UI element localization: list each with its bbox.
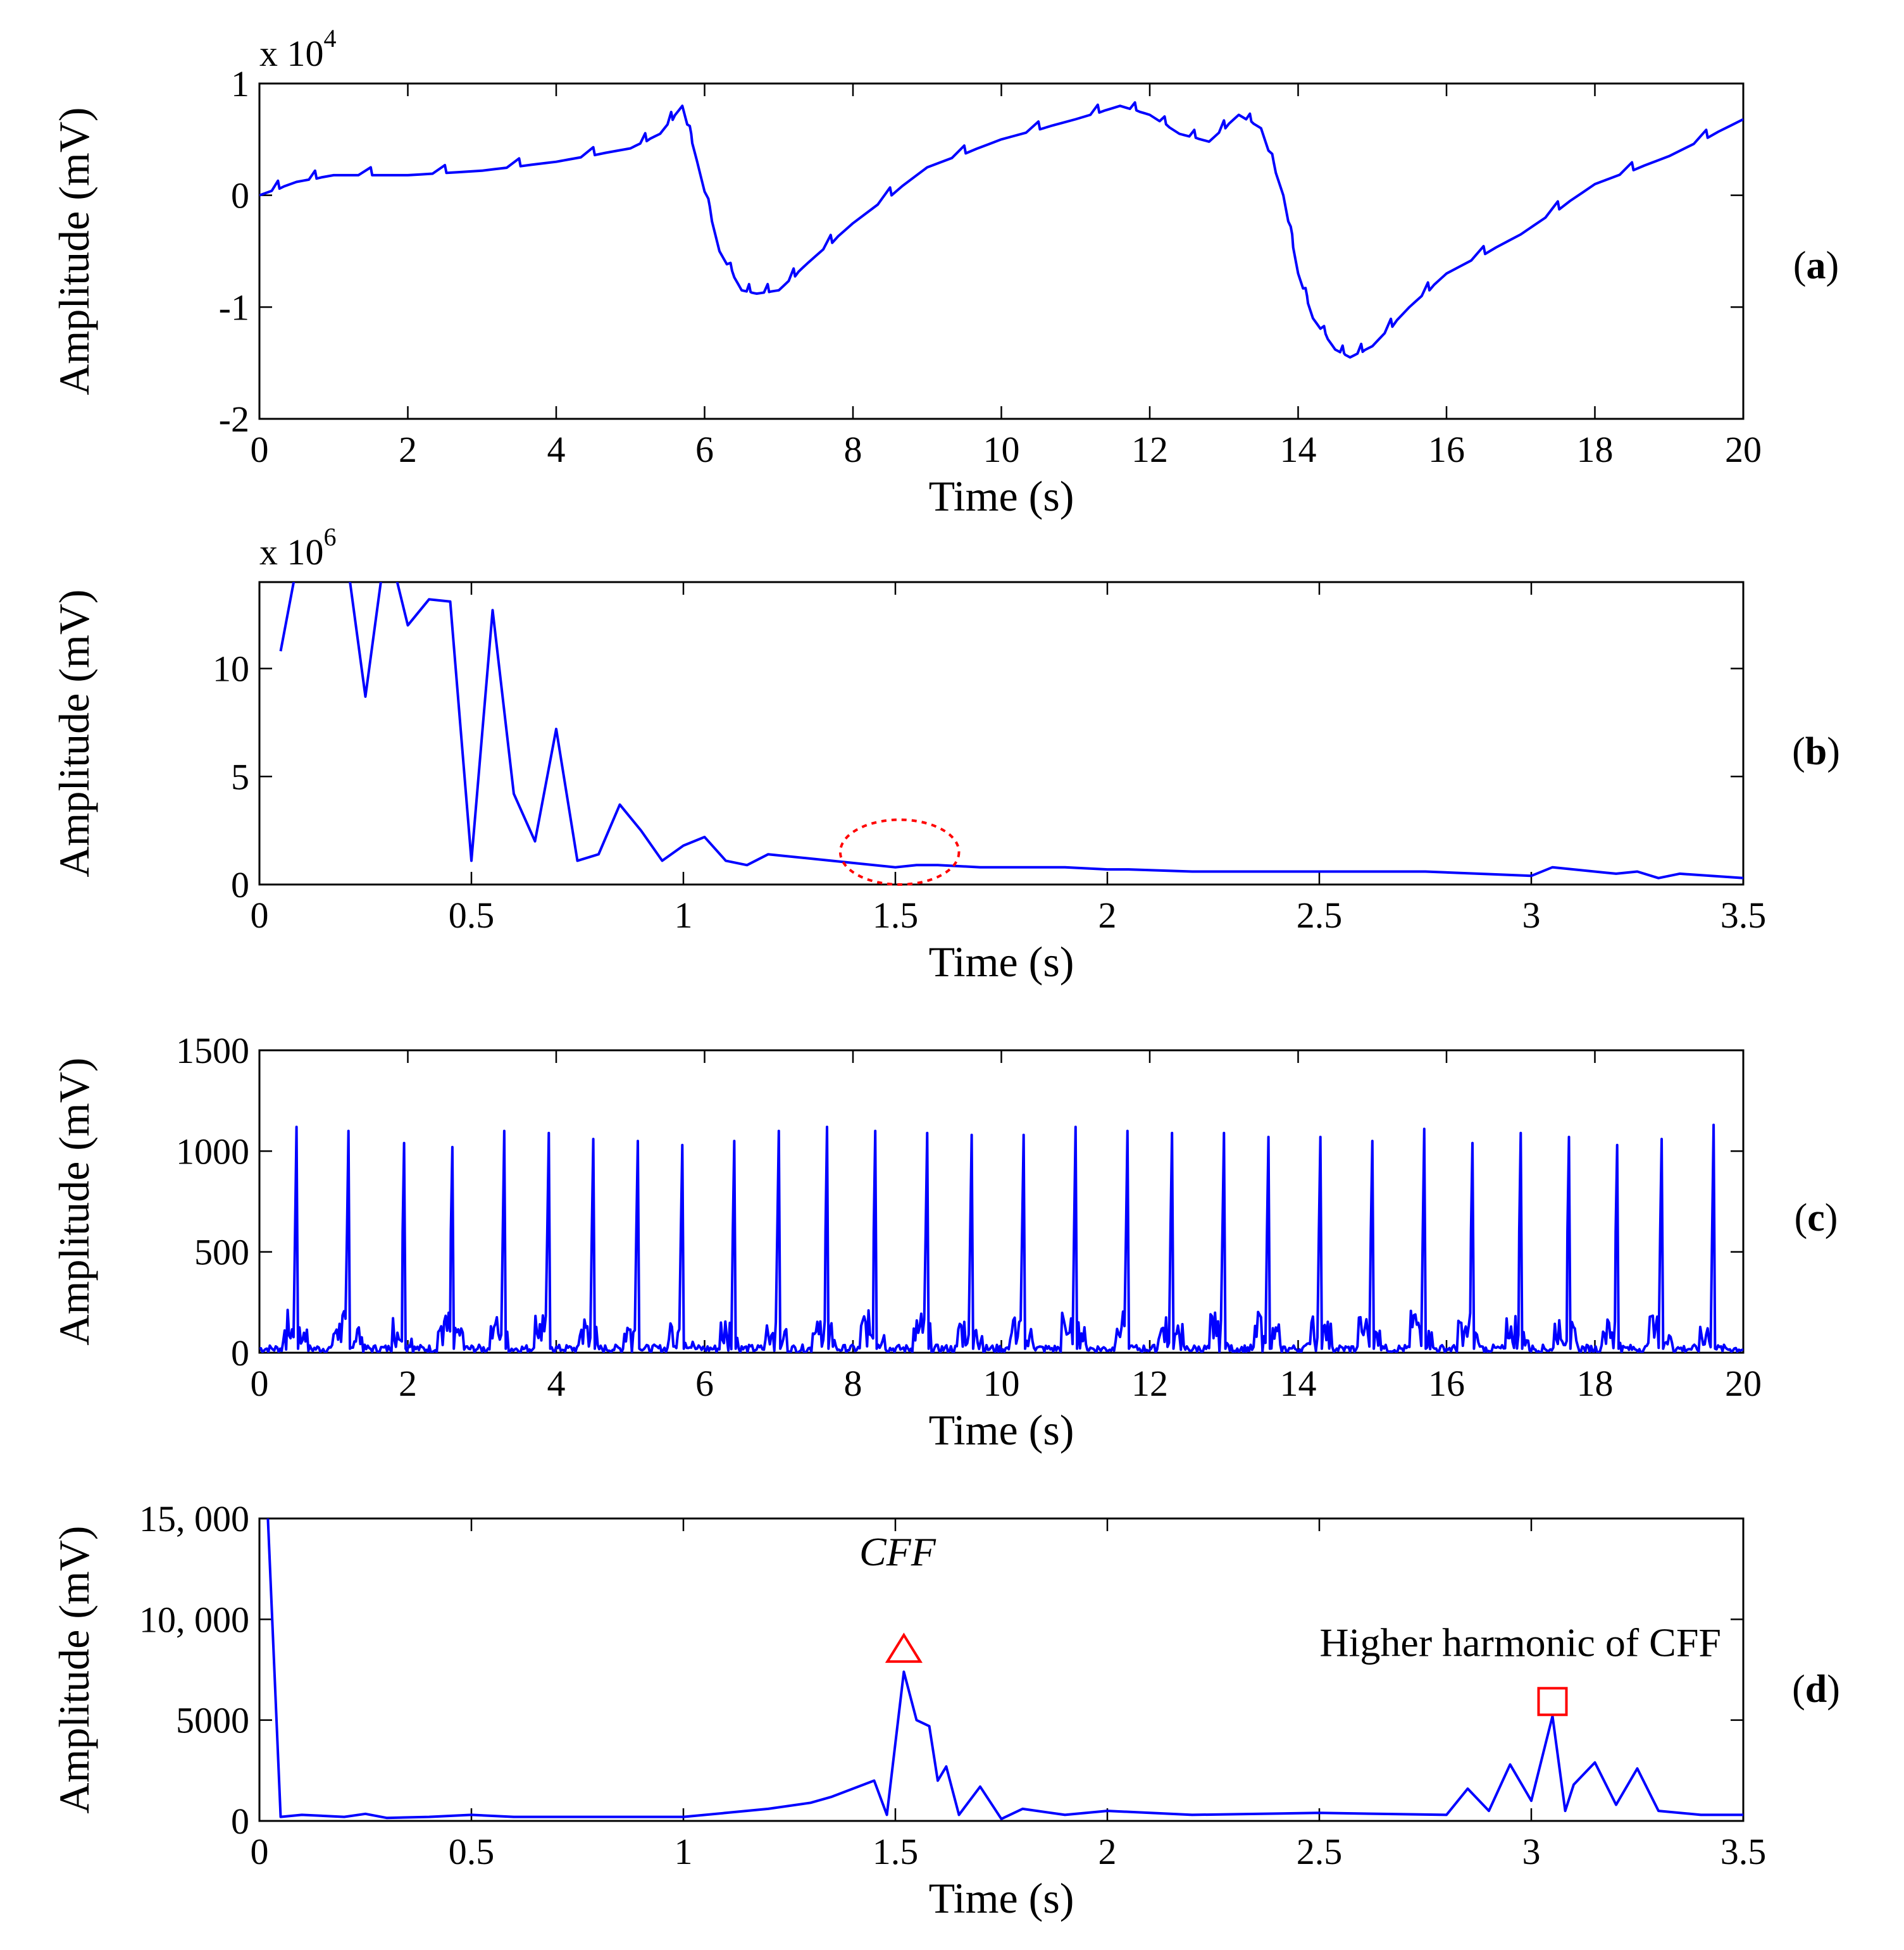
y-multiplier-exponent: 6 — [324, 523, 337, 551]
panel-label-letter: a — [1807, 244, 1826, 287]
y-tick-label: 10, 000 — [139, 1599, 249, 1640]
harmonic-square-marker — [1537, 1687, 1568, 1717]
y-tick-label: 5 — [231, 756, 249, 797]
y-tick-label: 0 — [231, 1332, 249, 1374]
y-tick-label: 0 — [231, 864, 249, 905]
y-multiplier: x 104 — [259, 24, 337, 74]
panel-b: 0 0.5 1 1.5 2 2.5 3 3.5 0 5 10 Time (s) Amplitude (m… — [50, 523, 1840, 986]
x-tick-label: 10 — [983, 1363, 1020, 1404]
cff-triangle-marker — [885, 1632, 923, 1663]
x-axis-label: Time (s) — [929, 1406, 1074, 1454]
x-tick-label: 6 — [695, 1363, 714, 1404]
y-tick-label: 1500 — [176, 1030, 249, 1071]
y-tick-label: -1 — [219, 287, 249, 328]
x-tick-label: 3.5 — [1720, 895, 1767, 936]
highlight-ellipse — [838, 818, 961, 886]
x-tick-label: 4 — [547, 429, 566, 470]
x-tick-label: 3 — [1522, 895, 1541, 936]
cff-label: CFF — [859, 1529, 936, 1574]
x-tick-label: 0.5 — [449, 1831, 495, 1872]
y-tick-label: 500 — [194, 1232, 249, 1273]
x-tick-label: 0 — [251, 1363, 269, 1404]
panel-label-letter: c — [1807, 1196, 1825, 1239]
x-tick-label: 18 — [1577, 429, 1614, 470]
plot-frame — [258, 82, 1745, 420]
y-tick-label: 5000 — [176, 1700, 249, 1741]
x-tick-label: 1.5 — [873, 895, 919, 936]
x-tick-label: 8 — [844, 1363, 862, 1404]
x-tick-label: 10 — [983, 429, 1020, 470]
y-axis-label: Amplitude (mV) — [50, 107, 98, 395]
series-line-filtered-pulses — [259, 1123, 1743, 1353]
x-tick-label: 12 — [1131, 429, 1168, 470]
plot-frame — [258, 1517, 1745, 1822]
x-tick-label: 0 — [251, 895, 269, 936]
y-multiplier: x 106 — [259, 523, 337, 573]
x-tick-label: 1 — [675, 895, 693, 936]
panel-a: 0 2 4 6 8 10 12 14 16 18 20 -2 -1 0 1 Time (s) Amplitude… — [50, 24, 1839, 520]
x-tick-label: 18 — [1577, 1363, 1614, 1404]
panel-label: (a) — [1793, 244, 1839, 287]
x-tick-label: 2 — [1098, 895, 1117, 936]
x-tick-label: 0.5 — [449, 895, 495, 936]
x-tick-label: 2.5 — [1297, 1831, 1343, 1872]
x-tick-label: 16 — [1428, 429, 1465, 470]
series-line-signal — [259, 101, 1743, 359]
series-line-spectrum — [266, 1518, 1743, 1820]
y-tick-label: 1000 — [176, 1131, 249, 1172]
x-tick-label: 6 — [695, 429, 714, 470]
x-tick-label: 4 — [547, 1363, 566, 1404]
y-multiplier-base: x 10 — [259, 531, 324, 573]
series-line-spectrum — [279, 582, 1743, 879]
x-tick-label: 20 — [1725, 1363, 1762, 1404]
panel-d: 0 0.5 1 1.5 2 2.5 3 3.5 0 5000 10, 000 15, 000 Time … — [50, 1498, 1840, 1922]
x-tick-label: 0 — [251, 429, 269, 470]
y-axis-label: Amplitude (mV) — [50, 589, 98, 877]
x-tick-label: 2 — [399, 1363, 417, 1404]
x-tick-label: 0 — [251, 1831, 269, 1872]
panel-label-letter: b — [1805, 730, 1827, 773]
x-tick-label: 14 — [1280, 429, 1317, 470]
y-tick-label: 0 — [231, 175, 249, 216]
y-multiplier-base: x 10 — [259, 33, 324, 74]
panel-label: (c) — [1795, 1196, 1838, 1239]
y-tick-label: 15, 000 — [139, 1498, 249, 1539]
x-axis-label: Time (s) — [929, 938, 1074, 986]
y-axis-label: Amplitude (mV) — [50, 1525, 98, 1813]
x-tick-label: 2.5 — [1297, 895, 1343, 936]
plot-frame — [258, 581, 1745, 886]
y-multiplier-exponent: 4 — [324, 24, 337, 53]
x-tick-label: 3.5 — [1720, 1831, 1767, 1872]
panel-label: (b) — [1792, 730, 1840, 773]
y-tick-label: 0 — [231, 1801, 249, 1842]
x-tick-label: 16 — [1428, 1363, 1465, 1404]
x-tick-label: 2 — [1098, 1831, 1117, 1872]
x-tick-label: 8 — [844, 429, 862, 470]
x-tick-label: 2 — [399, 429, 417, 470]
x-tick-label: 3 — [1522, 1831, 1541, 1872]
x-tick-label: 1 — [675, 1831, 693, 1872]
x-axis-label: Time (s) — [929, 1874, 1074, 1922]
x-axis-label: Time (s) — [929, 472, 1074, 520]
y-tick-label: -2 — [219, 399, 249, 440]
y-axis-label: Amplitude (mV) — [50, 1057, 98, 1345]
x-tick-label: 12 — [1131, 1363, 1168, 1404]
harmonic-label: Higher harmonic of CFF — [1319, 1620, 1721, 1665]
panel-c: 0 2 4 6 8 10 12 14 16 18 20 0 500 1000 1500 Time (s) Amp… — [50, 1030, 1838, 1454]
y-tick-label: 1 — [231, 63, 249, 104]
panel-label: (d) — [1792, 1668, 1840, 1711]
x-tick-label: 14 — [1280, 1363, 1317, 1404]
panel-label-letter: d — [1805, 1668, 1827, 1711]
y-tick-label: 10 — [213, 649, 249, 690]
x-tick-label: 1.5 — [873, 1831, 919, 1872]
x-tick-label: 20 — [1725, 429, 1762, 470]
